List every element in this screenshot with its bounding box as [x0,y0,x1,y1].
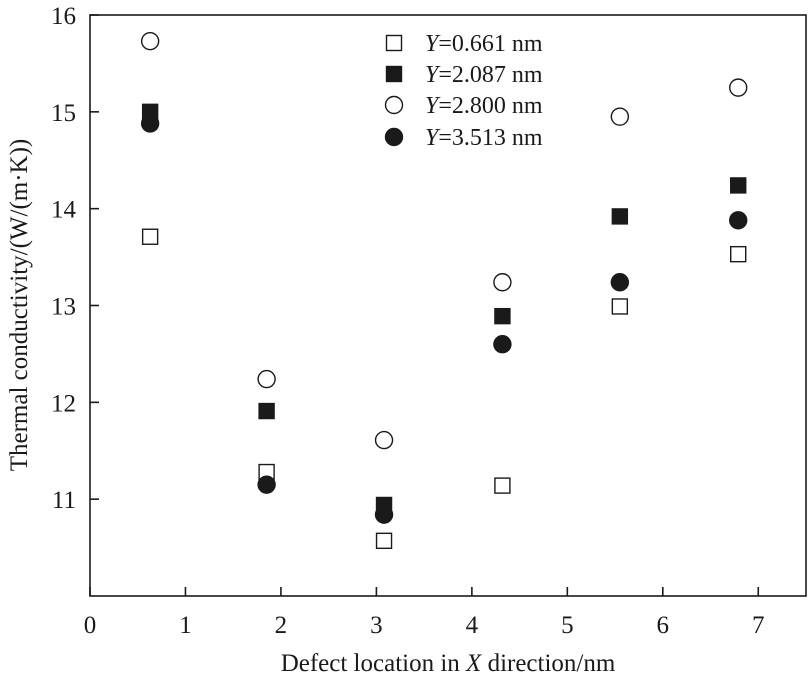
legend-label-italic: Y [425,31,441,57]
legend-label: Y=2.087 nm [425,62,543,88]
legend-label-rest: =2.800 nm [438,93,543,119]
legend-item: Y=2.087 nm [385,62,543,88]
data-point [493,335,512,354]
data-point [494,307,511,325]
y-axis-title: Thermal conductivity/(W/(m·K)) [6,139,33,472]
data-point [610,107,630,126]
legend-label: Y=2.800 nm [425,93,543,119]
legend-label-rest: =3.513 nm [438,125,543,151]
data-point [140,114,160,133]
legend-marker [385,34,403,52]
legend-label-italic: Y [425,125,441,151]
data-point [729,78,748,97]
legend-label-italic: Y [425,93,441,119]
y-tick-label: 12 [51,390,76,417]
data-point [493,273,512,292]
x-tick-label: 4 [466,612,479,639]
legend-marker [385,65,403,83]
data-point [140,31,160,51]
legend-marker [384,127,404,147]
legend-label-rest: =2.087 nm [438,62,543,88]
data-point [258,402,275,420]
legend: Y=0.661 nmY=2.087 nmY=2.800 nmY=3.513 nm [384,31,543,151]
x-axis-title-italic: X [465,650,483,677]
x-axis-title-part: Defect location in [281,650,466,677]
data-point [730,245,747,263]
data-point [729,211,748,230]
series-3 [140,31,748,450]
data-points [140,31,748,550]
y-tick-label: 13 [51,294,76,321]
data-point [374,430,394,450]
data-point [374,505,394,524]
x-axis-title-part: direction/nm [481,650,616,677]
legend-label: Y=3.513 nm [425,125,543,151]
legend-label-italic: Y [425,62,441,88]
data-point [611,298,629,315]
series-1 [141,228,747,550]
data-point [257,369,276,389]
legend-item: Y=0.661 nm [385,31,543,57]
legend-marker [384,95,404,115]
y-tick-label: 14 [51,197,77,224]
series-4 [140,114,748,524]
x-axis-title: Defect location in X direction/nm [281,650,616,677]
y-tick-label: 11 [52,487,76,514]
data-point [730,177,747,194]
series-2 [141,103,747,514]
data-point [611,208,629,225]
legend-item: Y=3.513 nm [384,125,543,151]
x-tick-label: 3 [370,612,383,639]
data-point [375,532,393,550]
x-tick-label: 2 [275,612,288,639]
legend-label-rest: =0.661 nm [438,31,543,57]
x-tick-label: 6 [657,612,670,639]
data-point [257,475,276,494]
y-tick-label: 15 [51,100,76,127]
y-tick-label: 16 [51,3,76,30]
x-tick-label: 7 [752,612,765,639]
data-point [610,273,630,292]
legend-label: Y=0.661 nm [425,31,543,57]
data-point [141,228,159,245]
data-point [494,477,511,494]
x-tick-label: 0 [84,612,97,639]
legend-item: Y=2.800 nm [384,93,543,119]
x-tick-label: 5 [561,612,574,639]
x-tick-label: 1 [179,612,192,639]
